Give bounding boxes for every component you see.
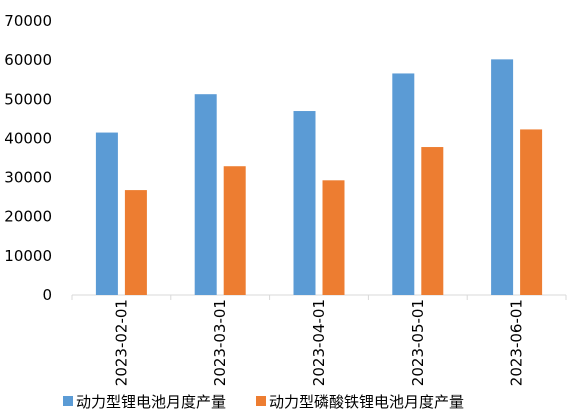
bar-series-1-2023-02-01 [95,132,118,295]
legend-label-series-2: 动力型磷酸铁锂电池月度产量 [269,392,465,411]
bars [95,59,543,296]
y-tick-label: 10000 [4,247,52,265]
x-tick-label: 2023-06-01 [508,299,526,386]
bar-series-2-2023-04-01 [322,180,345,295]
x-tick-label: 2023-03-01 [211,299,229,386]
y-tick-label: 40000 [4,129,52,147]
x-axis: 2023-02-01 2023-03-01 2023-04-01 2023-05-01… [71,294,567,386]
x-tick-label: 2023-02-01 [112,299,130,386]
bar-series-2-2023-02-01 [124,190,147,295]
y-tick-label: 50000 [4,90,52,108]
legend-label-series-1: 动力型锂电池月度产量 [76,392,227,411]
bar-series-1-2023-06-01 [491,59,514,295]
x-tick-label: 2023-05-01 [409,299,427,386]
bar-series-1-2023-05-01 [392,73,415,295]
legend: 动力型锂电池月度产量 动力型磷酸铁锂电池月度产量 [63,391,494,411]
legend-item-series-2: 动力型磷酸铁锂电池月度产量 [256,391,464,412]
legend-item-series-1: 动力型锂电池月度产量 [63,391,226,412]
y-tick-label: 30000 [4,169,52,187]
y-tick-label: 20000 [4,208,52,226]
y-tick-label: 70000 [4,12,52,30]
bar-series-2-2023-06-01 [520,129,543,295]
bar-series-2-2023-03-01 [223,166,246,295]
legend-swatch-series-1 [63,396,73,406]
x-tick-label: 2023-04-01 [310,299,328,386]
bar-series-1-2023-04-01 [293,111,316,296]
bar-series-2-2023-05-01 [421,147,444,295]
y-tick-label: 0 [42,286,52,304]
legend-swatch-series-2 [256,396,267,406]
y-axis: 0 10000 20000 30000 40000 50000 60000 70000 [4,12,52,304]
bar-series-1-2023-03-01 [194,94,217,295]
y-tick-label: 60000 [4,51,52,69]
